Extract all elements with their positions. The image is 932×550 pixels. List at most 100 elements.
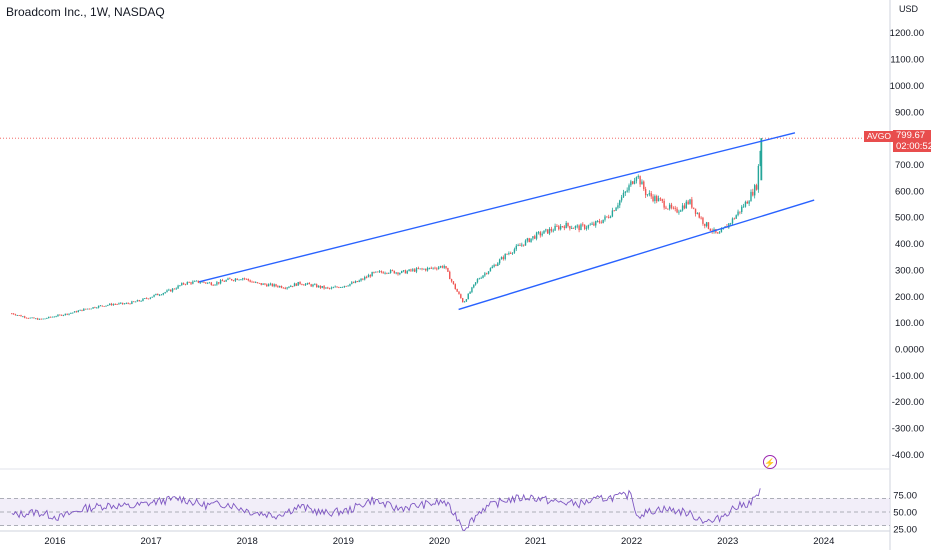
candle-body [234,278,237,281]
candle-body [497,263,499,266]
candle-body [717,232,719,234]
candle-body [670,204,673,208]
candle-body [665,207,667,209]
candle-body [273,284,275,287]
candle-body [687,201,689,204]
price-tick-label: 1000.00 [890,81,924,92]
chart-panes [0,0,891,550]
candle-body [343,285,346,287]
candle-body [168,289,170,291]
candle-body [600,222,602,224]
candle-body [134,301,137,303]
bar-countdown: 02:00:52 [896,141,932,152]
candle-body [157,293,159,296]
candle-body [397,272,399,275]
candle-body [668,204,671,209]
candle-body [20,315,22,317]
candle-body [694,208,697,214]
candle-body [84,308,87,310]
candle-body [145,298,148,299]
candle-body [502,257,505,259]
candle-body [269,283,272,285]
candle-body [741,206,743,213]
candle-body [572,228,575,229]
candle-body [476,279,479,283]
rsi-tick-label: 50.00 [893,508,917,519]
candle-body [617,205,619,208]
candle-body [595,221,597,226]
candle-body [301,284,303,285]
candle-body [495,265,497,266]
candle-body [596,221,599,222]
candle-body [312,284,314,287]
candle-body [482,275,484,278]
candle-body [42,318,44,320]
candle-body [524,240,527,246]
candle-body [101,305,104,307]
candle-body [16,315,18,316]
candle-body [136,300,139,302]
price-tick-label: 600.00 [895,186,924,197]
candle-body [624,191,627,193]
time-tick-label: 2023 [717,536,738,547]
candle-body [208,282,211,284]
candle-body [33,317,35,319]
candle-body [219,280,222,284]
candle-body [31,317,33,319]
candle-body [255,282,257,284]
candle-body [508,253,510,255]
trendlines [198,132,815,311]
candle-body [308,283,310,285]
candle-body [598,221,601,223]
candle-body [543,230,545,234]
candle-body [86,308,89,310]
candle-body [534,236,536,239]
candle-body [22,316,24,318]
candle-body [452,281,455,285]
candle-body [550,228,553,231]
candle-body [184,284,187,286]
candle-body [49,316,52,318]
candle-body [729,223,732,225]
candle-body [565,222,567,229]
candle-body [125,303,128,304]
price-tick-label: 200.00 [895,292,924,303]
candle-body [486,273,488,275]
candle-body [633,180,636,184]
candle-body [689,199,691,204]
candle-body [11,313,13,315]
candle-body [456,289,458,292]
candle-body [676,208,678,213]
candle-body [99,305,102,307]
candle-body [373,272,375,273]
candle-body [759,150,761,166]
candle-body [83,308,85,311]
candle-body [583,224,586,229]
candle-body [521,244,523,246]
candle-body [345,285,347,287]
price-tick-label: 100.00 [895,318,924,329]
candle-body [737,211,739,216]
candle-body [656,196,658,202]
candle-body [358,280,360,282]
candle-body [46,318,48,319]
candle-body [279,286,281,288]
candle-body [114,304,116,305]
rsi-axis: 75.00 50.00 25.00 [893,491,917,536]
candle-body [351,282,353,284]
candle-body [153,294,155,297]
candle-body [79,309,81,311]
lightning-icon[interactable]: ⚡ [763,455,777,469]
candle-body [702,217,704,224]
candle-body [240,279,242,281]
candle-body [25,317,28,319]
candle-body [705,222,708,227]
candle-body [64,313,67,315]
candle-body [81,309,83,311]
candle-body [140,300,142,302]
candle-body [90,308,92,310]
time-tick-label: 2024 [813,536,834,547]
candle-body [546,229,549,234]
trendline [458,199,815,311]
candle-body [330,287,333,289]
